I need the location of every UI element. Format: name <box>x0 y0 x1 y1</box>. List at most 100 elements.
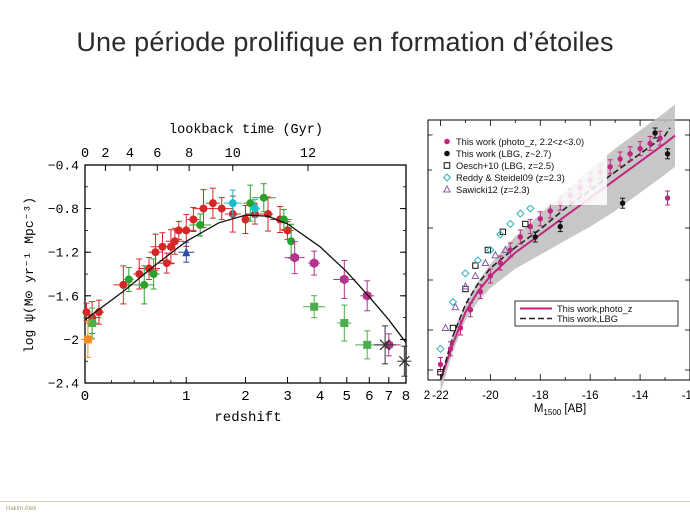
right-marker <box>506 219 515 229</box>
left-marker <box>158 242 167 251</box>
right-legend-label: Reddy & Steidel09 (z=2.3) <box>456 173 565 183</box>
right-data-point <box>441 323 450 331</box>
right-marker <box>501 245 510 253</box>
left-y-tick-labels: −0.4 −0.8 −1.2 −1.6 −2 −2.4 <box>48 159 79 392</box>
right-data-point <box>607 159 613 175</box>
right-marker <box>471 271 480 279</box>
left-marker <box>228 199 237 208</box>
left-marker <box>208 199 217 208</box>
right-data-point <box>532 231 538 243</box>
right-marker <box>537 216 543 222</box>
right-data-point <box>664 148 671 160</box>
left-top-tick-label: 2 <box>101 147 109 162</box>
right-plot-frame <box>427 119 690 381</box>
left-data-point <box>148 233 163 271</box>
left-marker <box>259 193 268 202</box>
right-data-point <box>471 271 480 279</box>
left-marker <box>217 204 226 213</box>
right-lines-legend-box <box>514 300 679 327</box>
right-data-point <box>449 324 457 332</box>
left-marker <box>124 275 133 284</box>
right-data-point <box>619 197 626 209</box>
left-data-point <box>113 265 134 305</box>
left-y-tick-label: −0.8 <box>48 202 79 217</box>
right-data-point <box>664 190 671 206</box>
left-marker <box>170 237 179 246</box>
left-marker <box>140 280 149 289</box>
left-marker <box>135 270 144 278</box>
right-marker <box>607 164 613 170</box>
right-marker <box>557 223 563 230</box>
right-data-point <box>481 258 490 266</box>
right-legend-marker <box>442 184 452 193</box>
right-marker <box>447 346 454 352</box>
right-marker <box>441 323 450 331</box>
left-marker <box>145 264 154 273</box>
right-data-point <box>557 221 563 233</box>
left-marker <box>250 204 259 213</box>
left-y-tick-label: −1.2 <box>48 246 79 261</box>
left-data-point <box>303 295 326 319</box>
left-x-tick-label: 0 <box>81 389 89 405</box>
right-marker <box>617 156 623 162</box>
left-data-point <box>147 258 160 290</box>
left-top-tick-label: 6 <box>153 147 161 162</box>
right-legend-marker <box>443 173 451 182</box>
left-x-tick-label: 8 <box>402 389 410 405</box>
right-data-point <box>437 369 444 376</box>
left-data-point <box>374 325 397 365</box>
right-data-point <box>506 219 515 229</box>
right-marker <box>472 262 479 269</box>
right-legend-label: This work (LBG, z~2.7) <box>456 149 551 159</box>
right-data-point <box>472 262 479 269</box>
left-data-point <box>80 320 95 358</box>
left-marker <box>196 220 205 229</box>
right-marker <box>657 135 663 141</box>
right-x-tick-label: -20 <box>482 390 499 402</box>
right-fit-line-photoz <box>439 134 676 381</box>
right-data-point <box>457 320 464 336</box>
right-marker <box>664 195 671 201</box>
right-marker <box>532 234 538 240</box>
left-data-point <box>287 223 296 259</box>
right-data-point <box>487 268 494 284</box>
left-y-tick-label: −1.6 <box>48 289 79 304</box>
left-fit-curve <box>84 214 407 344</box>
left-data-point <box>333 259 356 299</box>
right-x-axis-title-text: M <box>534 403 544 415</box>
right-marker <box>448 297 458 307</box>
right-data-point <box>526 204 535 213</box>
right-data-point <box>627 146 633 162</box>
right-legend-marker <box>444 150 450 157</box>
right-x-tick-label: -22 <box>432 390 449 402</box>
left-y-tick-label: −2.4 <box>48 377 79 392</box>
right-data-point <box>652 127 658 139</box>
left-y-tick-label: −2 <box>63 333 79 348</box>
left-marker <box>241 215 250 224</box>
left-data-point <box>192 189 215 229</box>
right-x-tick-label: -16 <box>582 390 599 402</box>
left-top-axis-title: lookback time (Gyr) <box>169 123 323 138</box>
right-legend-marker <box>444 138 450 145</box>
right-marker <box>491 250 500 259</box>
right-legend-label: This work (photo_z, 2.2<z<3.0) <box>456 137 584 147</box>
left-data-point <box>308 250 321 276</box>
left-marker <box>149 270 158 278</box>
right-marker <box>449 324 457 332</box>
right-data-point <box>486 245 495 255</box>
right-marker <box>507 247 514 253</box>
right-x-tick-label-edge: 2 <box>424 390 430 402</box>
right-marker <box>437 361 444 368</box>
left-x-tick-label: 2 <box>241 389 249 405</box>
right-data-point <box>436 344 445 354</box>
left-marker <box>182 247 191 257</box>
left-top-tick-label: 10 <box>225 147 241 162</box>
right-marker <box>461 269 470 278</box>
left-x-tick-label: 4 <box>316 389 324 405</box>
left-data-point <box>397 345 412 377</box>
left-marker <box>310 302 319 311</box>
left-x-tick-label: 1 <box>182 389 190 405</box>
